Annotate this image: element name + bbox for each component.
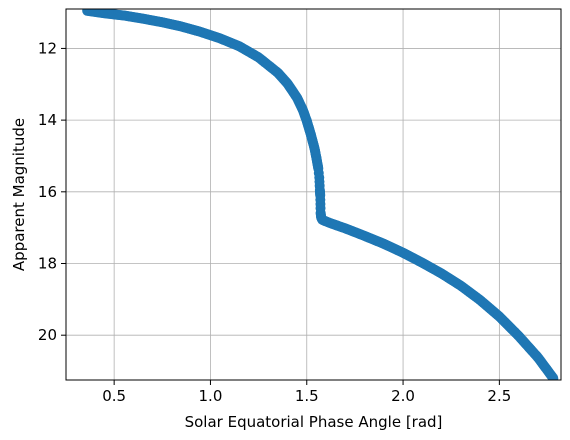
series-points [82, 9, 559, 380]
x-tick-label: 1.5 [295, 387, 319, 405]
plot-frame [65, 8, 562, 381]
x-tick-label: 1.0 [199, 387, 223, 405]
grid [66, 9, 561, 380]
data-point [548, 373, 559, 380]
x-tick-label: 2.5 [487, 387, 511, 405]
y-axis-label: Apparent Magnitude [10, 118, 28, 271]
x-tick-label: 2.0 [391, 387, 415, 405]
axis-ticks: 0.5 1.0 1.5 2.0 2.5 12 14 16 18 20 [38, 39, 511, 405]
y-tick-label: 20 [38, 326, 57, 344]
y-tick-label: 16 [38, 183, 57, 201]
y-tick-label: 14 [38, 111, 57, 129]
data-points [82, 9, 559, 380]
y-tick-label: 18 [38, 255, 57, 273]
x-tick-label: 0.5 [102, 387, 126, 405]
y-tick-label: 12 [38, 39, 57, 57]
x-axis-label: Solar Equatorial Phase Angle [rad] [185, 413, 443, 431]
